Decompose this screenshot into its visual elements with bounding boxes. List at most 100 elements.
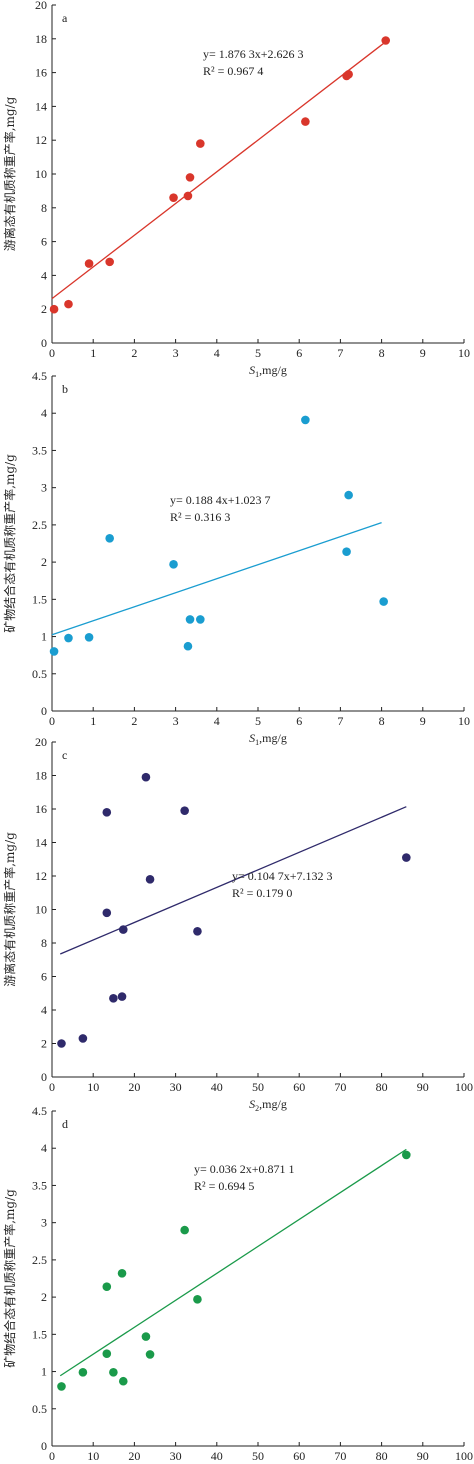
data-point	[344, 490, 353, 500]
data-point	[169, 560, 178, 569]
y-axis-title: 矿物结合态有机质称重产率,mg/g	[2, 454, 17, 633]
data-point	[344, 69, 353, 79]
x-tick-label: 90	[417, 1449, 429, 1463]
y-tick-label: 6	[41, 235, 47, 249]
y-tick-label: 3	[41, 481, 47, 495]
data-point	[342, 547, 351, 556]
y-tick-label: 12	[35, 869, 47, 883]
x-tick-label: 20	[128, 1080, 140, 1094]
y-tick-label: 4	[41, 1141, 47, 1155]
x-axis-title: S1,mg/g	[249, 363, 287, 379]
data-point	[78, 1368, 88, 1377]
r-squared-label: R² = 0.694 5	[194, 1179, 254, 1193]
y-tick-label: 16	[35, 802, 47, 816]
x-tick-label: 70	[334, 1449, 346, 1463]
data-point	[118, 925, 128, 934]
x-tick-label: 7	[337, 346, 343, 360]
y-tick-label: 18	[35, 32, 47, 46]
y-tick-label: 3.5	[32, 443, 47, 457]
x-tick-label: 10	[458, 714, 470, 728]
x-tick-label: 40	[211, 1080, 223, 1094]
data-point	[102, 1349, 112, 1358]
data-point	[109, 1368, 118, 1377]
y-tick-label: 2	[41, 1290, 47, 1304]
x-tick-label: 9	[420, 714, 426, 728]
x-tick-label: 60	[293, 1449, 305, 1463]
x-tick-label: 30	[170, 1080, 182, 1094]
x-tick-label: 40	[211, 1449, 223, 1463]
regression-equation: y= 0.036 2x+0.871 1	[194, 1162, 295, 1176]
data-point	[185, 173, 195, 182]
data-point	[145, 875, 155, 884]
y-tick-label: 4	[41, 406, 47, 420]
x-tick-label: 8	[379, 714, 385, 728]
x-tick-label: 8	[379, 346, 385, 360]
x-tick-label: 5	[255, 346, 261, 360]
y-tick-label: 0	[41, 1070, 47, 1084]
data-point	[196, 139, 205, 148]
data-point	[57, 1039, 66, 1048]
x-tick-label: 80	[376, 1080, 388, 1094]
x-tick-label: 4	[214, 714, 220, 728]
data-point	[49, 304, 59, 314]
chart-panel-b: 0 0.5 1 1.5 2 2.5 3 3.5 4 4.5 0 1 2 3 4 5 6 7 8 9 10 S1,mg/g 矿…	[2, 369, 470, 747]
chart-panel-d: 0 0.5 1 1.5 2 2.5 3 3.5 4 4.5 0 10 20 30 40 50 60 70 80 90 1…	[2, 1104, 473, 1463]
data-point	[183, 191, 193, 201]
x-tick-label: 0	[49, 714, 55, 728]
data-point	[379, 597, 388, 606]
x-tick-label: 0	[49, 1080, 55, 1094]
y-tick-label: 1.5	[32, 1327, 47, 1341]
y-tick-label: 4.5	[32, 1104, 47, 1118]
y-tick-label: 14	[35, 99, 47, 113]
x-tick-label: 50	[252, 1080, 264, 1094]
x-axis-title: S2,mg/g	[249, 1097, 287, 1113]
y-tick-label: 10	[35, 903, 47, 917]
data-point	[183, 641, 193, 651]
data-point	[109, 993, 118, 1003]
y-tick-label: 2.5	[32, 518, 47, 532]
y-tick-label: 10	[35, 167, 47, 181]
x-tick-label: 1	[90, 346, 96, 360]
data-point	[381, 36, 391, 45]
x-tick-label: 70	[334, 1080, 346, 1094]
y-tick-label: 14	[35, 836, 47, 850]
data-point	[402, 853, 411, 862]
x-tick-label: 10	[87, 1080, 99, 1094]
y-tick-label: 20	[35, 0, 47, 12]
data-point	[117, 1268, 127, 1278]
x-tick-label: 60	[293, 1080, 305, 1094]
y-tick-label: 20	[35, 735, 47, 749]
y-tick-label: 0	[41, 1439, 47, 1453]
x-tick-label: 1	[90, 714, 96, 728]
y-tick-label: 3.5	[32, 1178, 47, 1192]
y-tick-label: 0.5	[32, 1402, 47, 1416]
x-tick-label: 100	[455, 1080, 473, 1094]
data-point	[102, 908, 112, 918]
data-point	[64, 633, 73, 643]
y-tick-label: 8	[41, 201, 47, 215]
data-point	[64, 299, 73, 309]
y-tick-label: 4	[41, 268, 47, 282]
data-point	[84, 633, 94, 642]
x-tick-label: 5	[255, 714, 261, 728]
data-point	[193, 1295, 202, 1304]
data-point	[117, 992, 127, 1001]
regression-equation: y= 0.104 7x+7.132 3	[232, 869, 333, 883]
x-tick-label: 0	[49, 346, 55, 360]
x-axis-title: S1,mg/g	[249, 731, 287, 747]
data-point	[102, 1282, 112, 1291]
y-tick-label: 1.5	[32, 592, 47, 606]
x-tick-label: 6	[296, 714, 302, 728]
y-axis-title: 矿物结合态有机质称重产率,mg/g	[2, 1189, 17, 1368]
data-point	[169, 193, 178, 202]
trend-line	[59, 806, 407, 955]
y-tick-label: 0	[41, 336, 47, 350]
y-tick-label: 16	[35, 66, 47, 80]
x-tick-label: 3	[173, 346, 179, 360]
x-tick-label: 2	[131, 714, 137, 728]
data-point	[141, 772, 151, 782]
x-tick-label: 9	[420, 346, 426, 360]
y-tick-label: 6	[41, 970, 47, 984]
